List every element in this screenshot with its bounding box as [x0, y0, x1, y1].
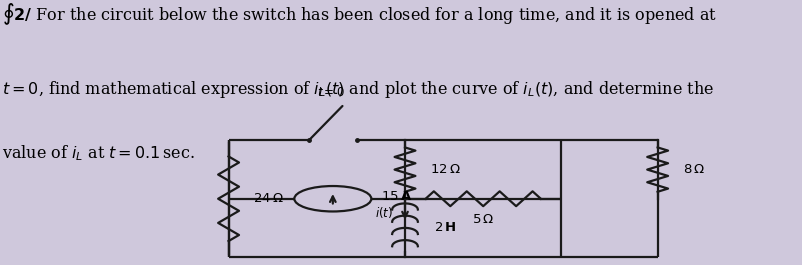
- Text: value of $i_L$ at $t{=}0.1\,$sec.: value of $i_L$ at $t{=}0.1\,$sec.: [2, 143, 195, 163]
- Text: $8\,\Omega$: $8\,\Omega$: [683, 163, 705, 176]
- Text: $\mathbf{\oint 2/}$ For the circuit below the switch has been closed for a long : $\mathbf{\oint 2/}$ For the circuit belo…: [2, 1, 718, 27]
- Text: $5\,\Omega$: $5\,\Omega$: [472, 213, 494, 226]
- Text: $2\,\mathbf{H}$: $2\,\mathbf{H}$: [434, 221, 456, 235]
- Text: $15\,\mathbf{A}$: $15\,\mathbf{A}$: [381, 189, 412, 203]
- Text: $t=0$: $t=0$: [318, 86, 345, 99]
- Text: $i(t)$: $i(t)$: [375, 205, 393, 219]
- Text: $12\,\Omega$: $12\,\Omega$: [430, 163, 460, 176]
- Text: $t{=}0$, find mathematical expression of $i_L(t)$ and plot the curve of $i_L(t)$: $t{=}0$, find mathematical expression of…: [2, 80, 715, 100]
- Text: $24\,\Omega$: $24\,\Omega$: [253, 192, 284, 205]
